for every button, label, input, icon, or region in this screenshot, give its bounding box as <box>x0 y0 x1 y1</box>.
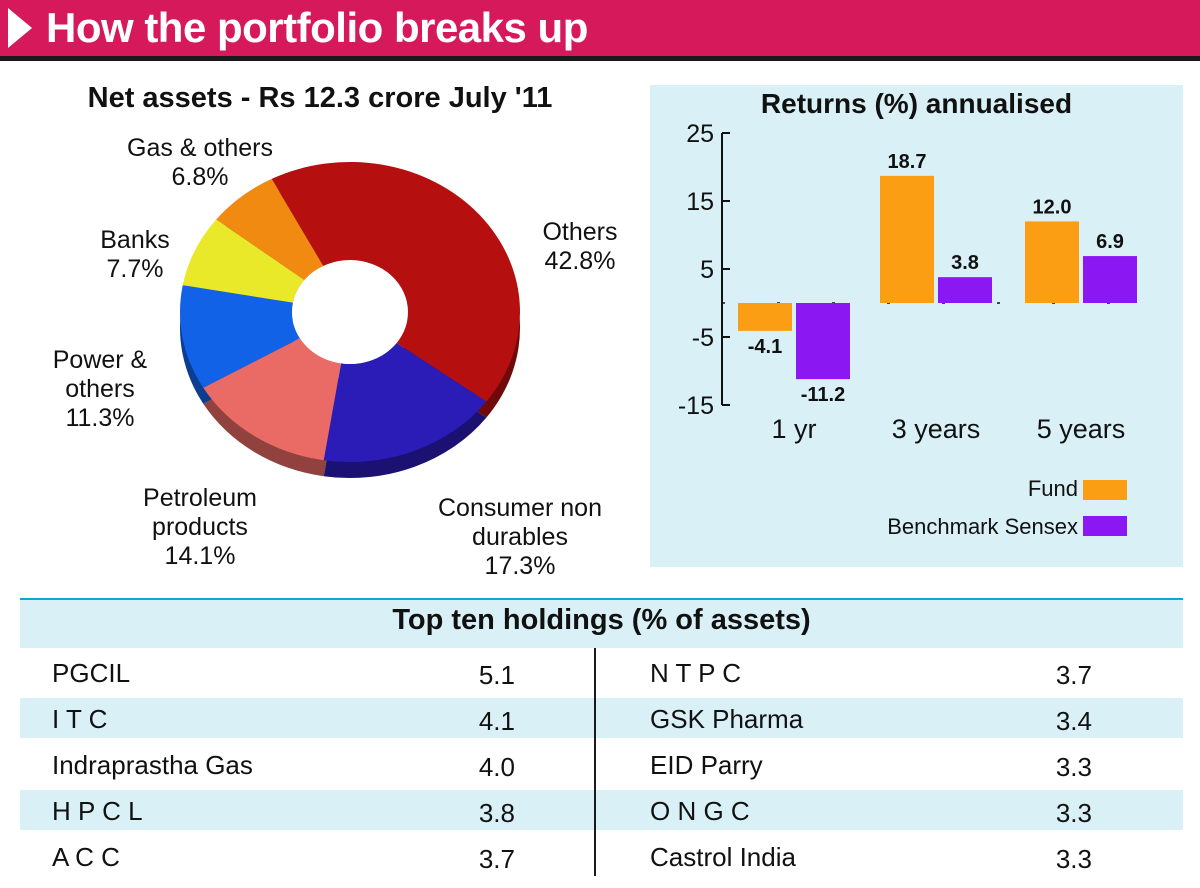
bar-fund-5-years <box>1025 221 1079 303</box>
y-tick-label: 5 <box>700 256 714 284</box>
holding-name: EID Parry <box>650 750 763 780</box>
page-title: How the portfolio breaks up <box>46 4 588 51</box>
holding-value: 3.3 <box>1055 752 1092 782</box>
pie-slice-consumer-non <box>323 343 487 462</box>
pie-slice-petroleum <box>203 338 342 461</box>
y-tick-label: -5 <box>692 324 714 352</box>
holding-value: 3.8 <box>478 798 515 828</box>
legend-label-fund: Fund <box>1027 476 1078 501</box>
y-tick-label: 15 <box>686 188 714 216</box>
pie-label-banks: Banks 7.7% <box>100 226 170 283</box>
holding-value: 3.3 <box>1055 798 1092 828</box>
bar-chart-title: Returns (%) annualised <box>760 88 1073 119</box>
holding-name: A C C <box>52 842 120 872</box>
pie-label-gas-others: Gas & others 6.8% <box>127 134 273 191</box>
table-column-divider <box>594 648 596 876</box>
pie-label-petroleum-products: Petroleum products 14.1% <box>143 484 257 570</box>
header-divider <box>0 56 1200 61</box>
legend-swatch-benchmark <box>1083 516 1127 536</box>
bar-benchmark-sensex-5-years <box>1083 256 1137 303</box>
holding-name: Indraprastha Gas <box>52 750 253 780</box>
holding-name: PGCIL <box>52 658 131 688</box>
pie-label-others: Others 42.8% <box>542 218 618 275</box>
bar-value-label: 6.9 <box>1096 231 1124 253</box>
bar-value-label: 18.7 <box>888 151 927 173</box>
holding-value: 3.4 <box>1055 706 1092 736</box>
holding-name: I T C <box>52 704 108 734</box>
x-category-label: 5 years <box>1037 414 1126 444</box>
holding-name: O N G C <box>650 796 750 826</box>
header-banner <box>0 0 1200 56</box>
pie-chart-title: Net assets - Rs 12.3 crore July '11 <box>87 82 553 114</box>
bar-value-label: 3.8 <box>951 252 979 274</box>
bar-fund-1-yr <box>738 303 792 331</box>
legend-swatch-fund <box>1083 480 1127 500</box>
table-row-band <box>20 790 1183 830</box>
holding-name: N T P C <box>650 658 742 688</box>
holding-name: Castrol India <box>650 842 796 872</box>
table-title-band <box>20 600 1183 648</box>
holding-value: 3.3 <box>1055 844 1092 874</box>
y-tick-label: -15 <box>678 392 714 420</box>
bar-chart: 25 15 5 -5 -15 -4.1 -11.2 1 yr 18.7 3.8 3 years 12.… <box>678 120 1158 444</box>
pie-label-consumer-non-durables: Consumer non durables 17.3% <box>438 494 602 580</box>
bar-fund-3-years <box>880 175 934 303</box>
pie-slice-banks <box>182 219 305 303</box>
pie-slice-power <box>180 285 300 388</box>
bar-value-label: -4.1 <box>748 336 782 358</box>
table-row-band <box>20 698 1183 738</box>
bar-benchmark-sensex-3-years <box>938 277 992 303</box>
holding-value: 3.7 <box>478 844 515 874</box>
holding-value: 4.1 <box>478 706 515 736</box>
pie-slice-gas-others <box>216 178 324 280</box>
pie-slice-others <box>271 161 520 402</box>
legend-label-benchmark: Benchmark Sensex <box>887 514 1078 539</box>
holding-name: H P C L <box>52 796 143 826</box>
holding-name: GSK Pharma <box>650 704 804 734</box>
pie-chart <box>180 161 520 478</box>
x-category-label: 3 years <box>892 414 981 444</box>
holding-value: 3.7 <box>1055 660 1092 690</box>
table-top-border <box>20 598 1183 600</box>
holdings-table-title: Top ten holdings (% of assets) <box>392 604 811 636</box>
x-category-label: 1 yr <box>771 414 816 444</box>
holding-value: 4.0 <box>478 752 515 782</box>
bar-benchmark-sensex-1-yr <box>796 303 850 380</box>
pie-label-power-others: Power & others 11.3% <box>52 346 148 432</box>
pie-hole <box>292 260 408 364</box>
header-triangle-icon <box>8 8 32 48</box>
bar-value-label: 12.0 <box>1033 196 1072 218</box>
y-tick-label: 25 <box>686 120 714 148</box>
bar-value-label: -11.2 <box>801 384 845 406</box>
holding-value: 5.1 <box>478 660 515 690</box>
